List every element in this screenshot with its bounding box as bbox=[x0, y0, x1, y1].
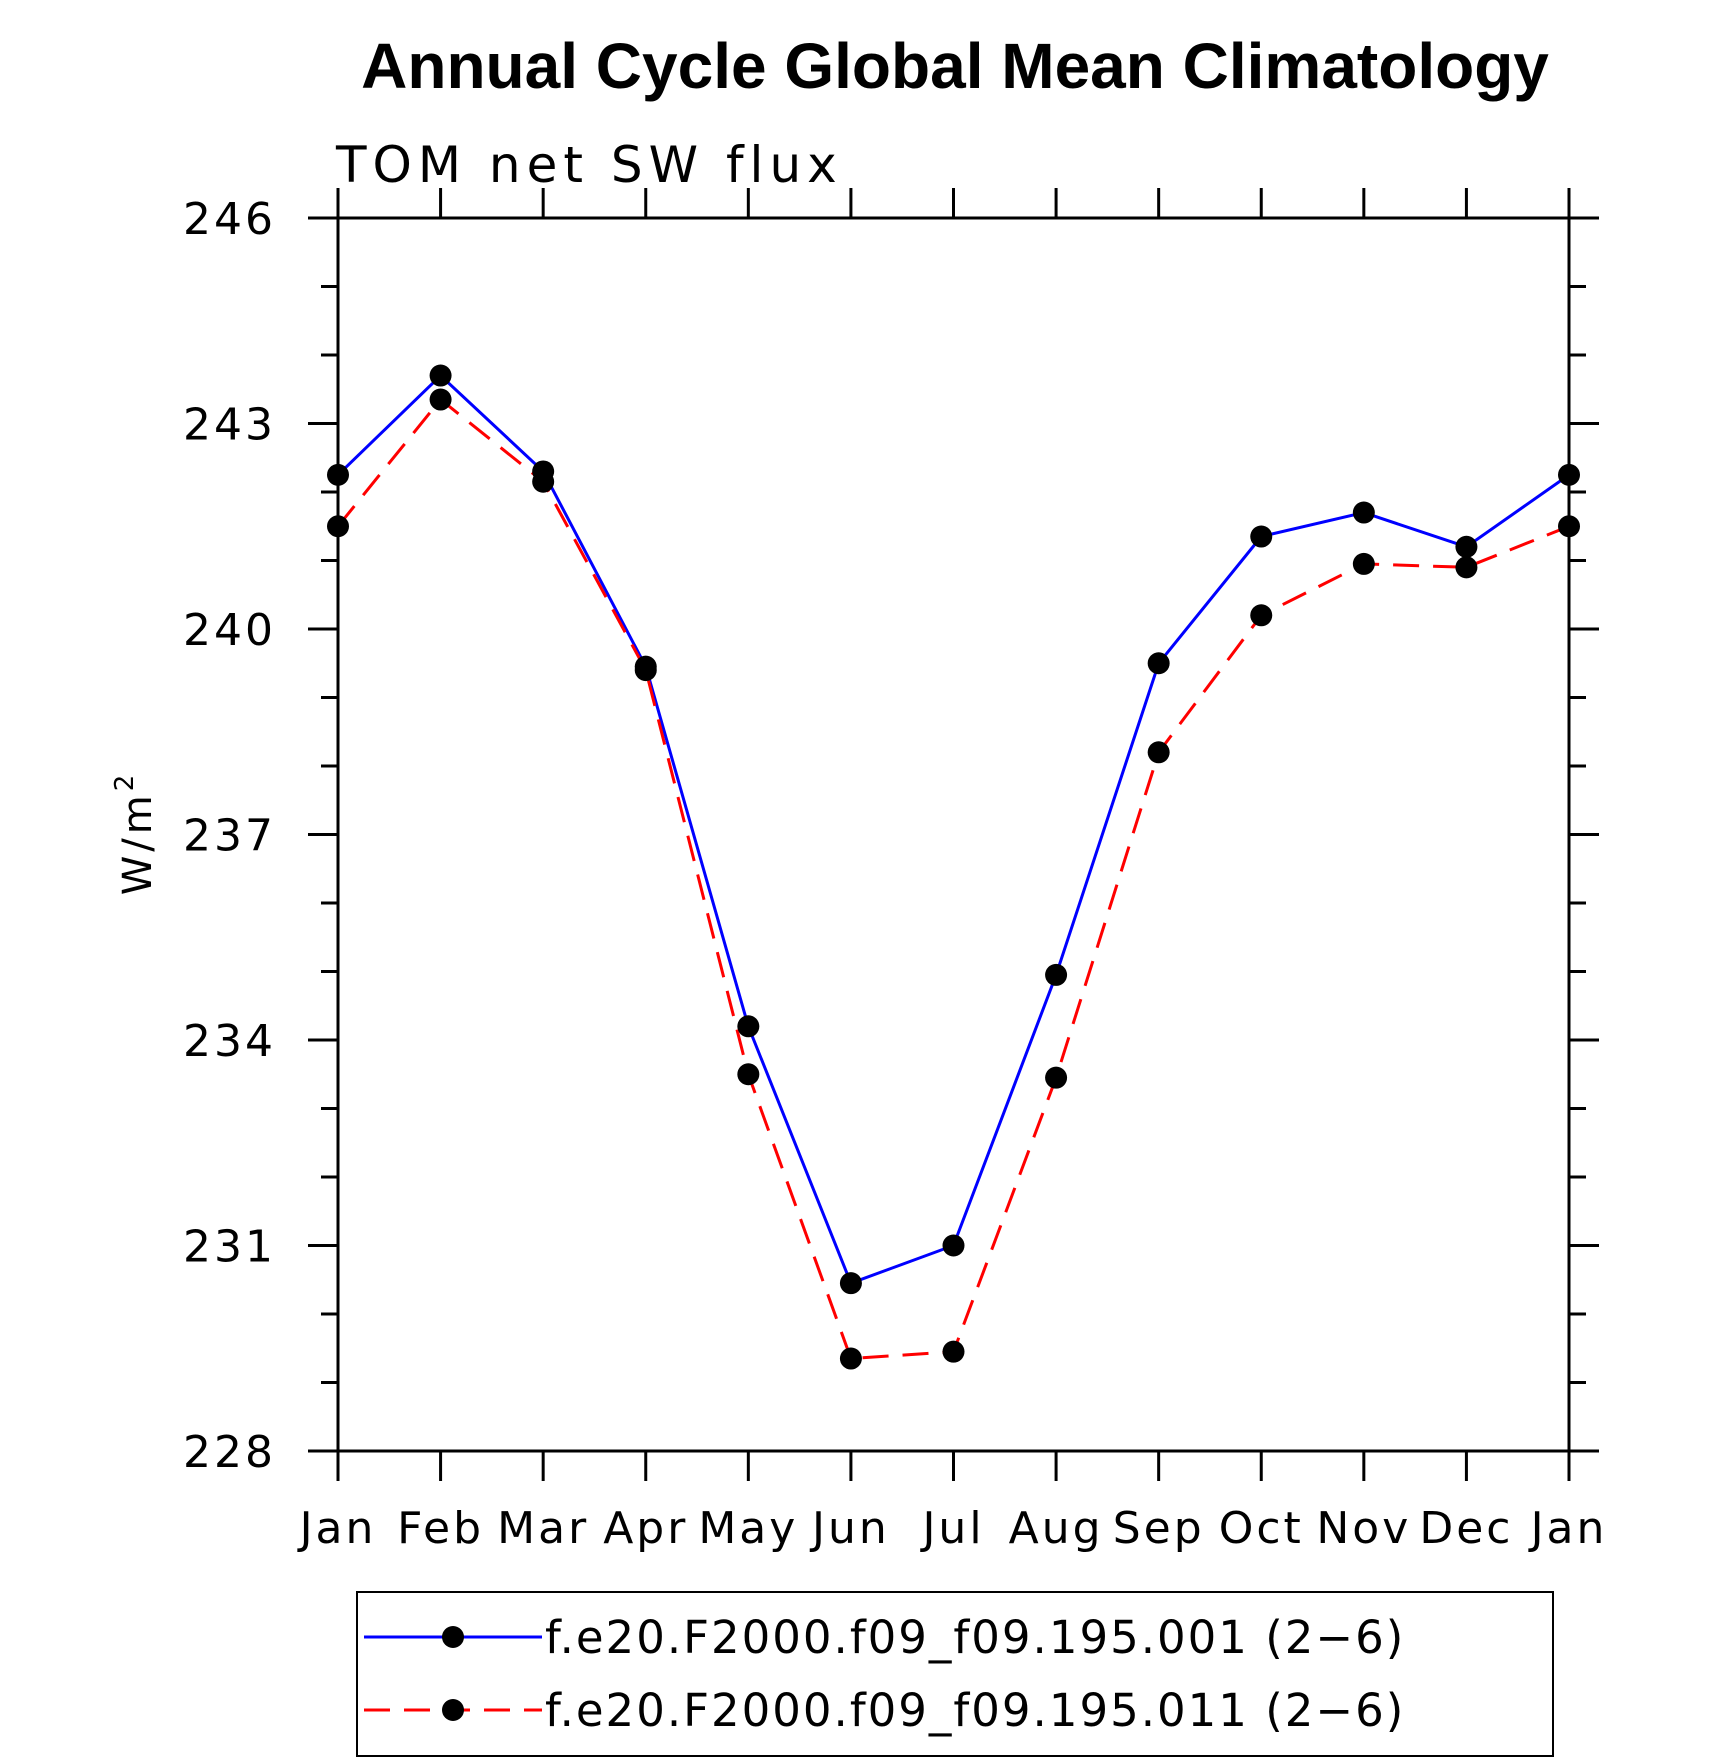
legend-marker-2 bbox=[442, 1699, 464, 1721]
series-2-point bbox=[737, 1063, 760, 1086]
legend-items: f.e20.F2000.f09_f09.195.001 (2−6) f.e20.F… bbox=[364, 1611, 1405, 1737]
x-tick-label: Dec bbox=[1419, 1503, 1513, 1554]
legend-label-2: f.e20.F2000.f09_f09.195.011 (2−6) bbox=[545, 1684, 1405, 1737]
series-1-point bbox=[839, 1272, 862, 1295]
axis-ticks bbox=[308, 188, 1599, 1481]
x-tick-label: Jan bbox=[1528, 1503, 1608, 1554]
series-2-point bbox=[1250, 604, 1273, 627]
series-1-point bbox=[1455, 535, 1478, 558]
series-1-point bbox=[429, 364, 452, 387]
y-tick-label: 237 bbox=[183, 811, 276, 862]
series-line-2 bbox=[336, 397, 1570, 1361]
series-2-point bbox=[1045, 1066, 1068, 1089]
series-2-point bbox=[942, 1340, 965, 1363]
y-tick-label: 246 bbox=[183, 194, 276, 245]
series-2-point bbox=[839, 1347, 862, 1370]
series-2-point bbox=[1455, 556, 1478, 579]
chart-title: Annual Cycle Global Mean Climatology bbox=[361, 30, 1549, 102]
legend: f.e20.F2000.f09_f09.195.001 (2−6) f.e20.F… bbox=[356, 1591, 1554, 1757]
x-tick-label: Jun bbox=[809, 1503, 890, 1554]
y-tick-label: 234 bbox=[183, 1016, 276, 1067]
y-axis-label-base: W/m bbox=[115, 791, 161, 895]
x-tick-label: May bbox=[698, 1503, 798, 1554]
x-tick-label: Mar bbox=[497, 1503, 589, 1554]
legend-label-1: f.e20.F2000.f09_f09.195.001 (2−6) bbox=[545, 1611, 1405, 1664]
series-2-point bbox=[532, 470, 555, 493]
y-axis-label-superscript: 2 bbox=[110, 771, 140, 792]
y-tick-label: 243 bbox=[183, 400, 276, 451]
series-2-point bbox=[634, 659, 657, 682]
x-tick-label: Apr bbox=[603, 1503, 688, 1554]
x-tick-label: Sep bbox=[1113, 1503, 1205, 1554]
series-layer bbox=[327, 364, 1580, 1370]
series-2-point bbox=[1352, 552, 1375, 575]
legend-marker-1 bbox=[442, 1626, 464, 1648]
series-1-point bbox=[1147, 652, 1170, 675]
chart-subtitle: TOM net SW flux bbox=[335, 136, 843, 194]
x-tick-labels: Jan Feb Mar Apr May Jun Jul Aug Sep Oct Nov Dec Jan bbox=[297, 1503, 1608, 1554]
y-tick-labels: 228 231 234 237 240 243 246 bbox=[183, 194, 276, 1478]
x-tick-label: Jan bbox=[297, 1503, 377, 1554]
y-axis-label: W/m2 bbox=[110, 771, 161, 896]
series-1-point bbox=[737, 1015, 760, 1038]
series-1-point bbox=[1250, 525, 1273, 548]
plot-frame bbox=[336, 216, 1571, 1453]
y-tick-label: 231 bbox=[183, 1222, 276, 1273]
y-tick-label: 228 bbox=[183, 1427, 276, 1478]
legend-box bbox=[356, 1591, 1554, 1757]
x-tick-label: Oct bbox=[1219, 1503, 1304, 1554]
series-2-point bbox=[429, 388, 452, 411]
x-tick-label: Jul bbox=[919, 1503, 984, 1554]
x-tick-label: Nov bbox=[1316, 1503, 1411, 1554]
series-1-point bbox=[1045, 963, 1068, 986]
series-2-point bbox=[1147, 741, 1170, 764]
series-line-1 bbox=[336, 373, 1570, 1286]
series-1-point bbox=[942, 1234, 965, 1257]
svg-text:W/m2: W/m2 bbox=[110, 771, 161, 896]
y-tick-label: 240 bbox=[183, 605, 276, 656]
series-1-point bbox=[1352, 501, 1375, 524]
x-tick-label: Aug bbox=[1009, 1503, 1104, 1554]
x-tick-label: Feb bbox=[397, 1503, 484, 1554]
